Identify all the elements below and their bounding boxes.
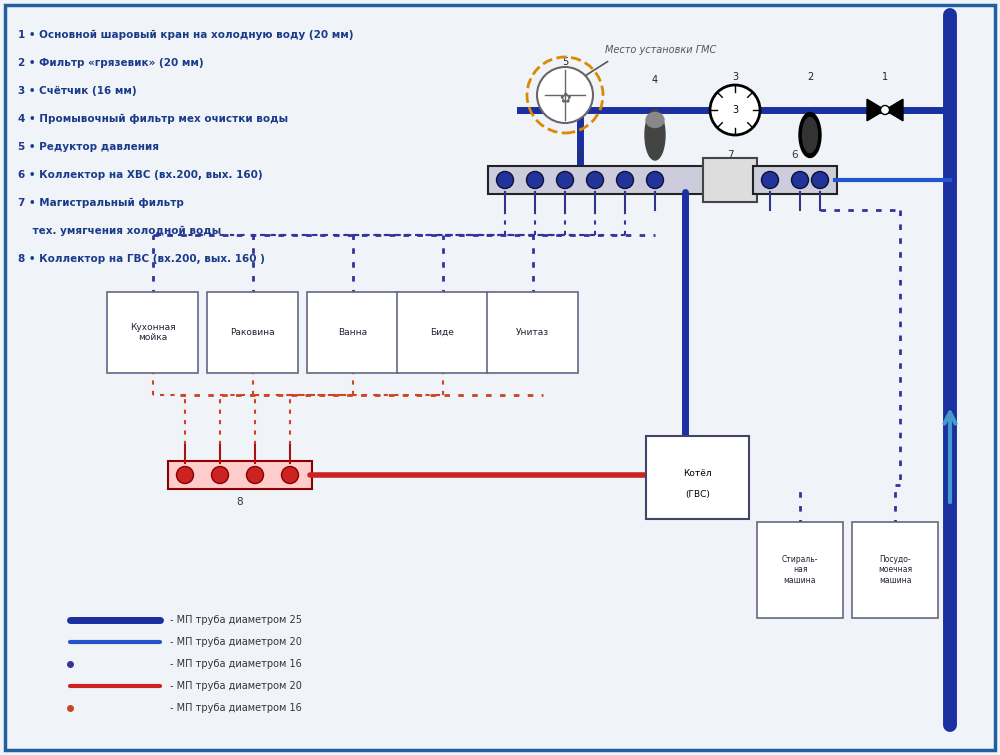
- Text: 8: 8: [237, 497, 243, 507]
- Circle shape: [762, 171, 778, 189]
- Text: 1 • Основной шаровый кран на холодную воду (20 мм): 1 • Основной шаровый кран на холодную во…: [18, 30, 354, 40]
- FancyBboxPatch shape: [397, 292, 488, 373]
- Circle shape: [496, 171, 514, 189]
- FancyBboxPatch shape: [307, 292, 398, 373]
- Text: (ГВС): (ГВС): [685, 491, 710, 500]
- Text: Ванна: Ванна: [338, 328, 367, 337]
- Text: 3: 3: [732, 72, 738, 82]
- Text: Посудо-
моечная
машина: Посудо- моечная машина: [878, 555, 912, 585]
- Text: Место установки ГМС: Место установки ГМС: [605, 45, 716, 55]
- Text: 2 • Фильтр «грязевик» (20 мм): 2 • Фильтр «грязевик» (20 мм): [18, 58, 204, 68]
- FancyBboxPatch shape: [646, 436, 749, 519]
- Circle shape: [282, 467, 298, 483]
- FancyBboxPatch shape: [487, 292, 578, 373]
- Text: 6 • Коллектор на ХВС (вх.200, вых. 160): 6 • Коллектор на ХВС (вх.200, вых. 160): [18, 170, 263, 180]
- FancyBboxPatch shape: [168, 461, 312, 489]
- FancyBboxPatch shape: [207, 292, 298, 373]
- Text: 4: 4: [652, 75, 658, 85]
- FancyBboxPatch shape: [703, 158, 757, 202]
- Text: 2: 2: [807, 72, 813, 82]
- Text: Котёл: Котёл: [683, 469, 712, 477]
- Ellipse shape: [799, 112, 821, 158]
- Text: 4 • Промывочный фильтр мех очистки воды: 4 • Промывочный фильтр мех очистки воды: [18, 114, 288, 124]
- Circle shape: [556, 171, 574, 189]
- Text: Стираль-
ная
машина: Стираль- ная машина: [782, 555, 818, 585]
- FancyBboxPatch shape: [753, 166, 837, 194]
- Text: 5 • Редуктор давления: 5 • Редуктор давления: [18, 142, 159, 152]
- Circle shape: [526, 171, 544, 189]
- Text: - МП труба диаметром 25: - МП труба диаметром 25: [170, 615, 302, 625]
- Text: Кухонная
мойка: Кухонная мойка: [130, 323, 175, 342]
- Circle shape: [246, 467, 264, 483]
- Circle shape: [881, 106, 890, 115]
- Text: тех. умягчения холодной воды: тех. умягчения холодной воды: [18, 226, 221, 236]
- Text: 7 • Магистральный фильтр: 7 • Магистральный фильтр: [18, 198, 184, 208]
- FancyBboxPatch shape: [5, 5, 995, 750]
- Text: Биде: Биде: [431, 328, 454, 337]
- Text: ✿: ✿: [559, 91, 571, 105]
- Circle shape: [710, 85, 760, 135]
- Text: 3 • Счётчик (16 мм): 3 • Счётчик (16 мм): [18, 86, 137, 96]
- Text: 3: 3: [732, 105, 738, 115]
- FancyBboxPatch shape: [757, 522, 843, 618]
- Polygon shape: [867, 99, 885, 121]
- Ellipse shape: [802, 118, 818, 153]
- Circle shape: [176, 467, 194, 483]
- Text: 8 • Коллектор на ГВС (вх.200, вых. 160 ): 8 • Коллектор на ГВС (вх.200, вых. 160 ): [18, 254, 265, 264]
- Polygon shape: [885, 99, 903, 121]
- Ellipse shape: [645, 110, 665, 160]
- FancyBboxPatch shape: [852, 522, 938, 618]
- Circle shape: [212, 467, 229, 483]
- Text: 1: 1: [882, 72, 888, 82]
- Text: - МП труба диаметром 16: - МП труба диаметром 16: [170, 703, 302, 713]
- Circle shape: [792, 171, 808, 189]
- Text: 6: 6: [792, 150, 798, 160]
- FancyBboxPatch shape: [107, 292, 198, 373]
- Circle shape: [811, 171, 828, 189]
- Ellipse shape: [646, 112, 664, 128]
- Text: - МП труба диаметром 20: - МП труба диаметром 20: [170, 681, 302, 691]
- Text: 5: 5: [562, 57, 568, 67]
- Circle shape: [537, 67, 593, 123]
- FancyBboxPatch shape: [488, 166, 707, 194]
- Text: - МП труба диаметром 16: - МП труба диаметром 16: [170, 659, 302, 669]
- Text: 7: 7: [727, 150, 733, 160]
- Circle shape: [616, 171, 634, 189]
- Text: - МП труба диаметром 20: - МП труба диаметром 20: [170, 637, 302, 647]
- Text: Унитаз: Унитаз: [516, 328, 549, 337]
- Circle shape: [586, 171, 604, 189]
- Circle shape: [646, 171, 664, 189]
- Text: Раковина: Раковина: [230, 328, 275, 337]
- Text: 6: 6: [577, 150, 583, 160]
